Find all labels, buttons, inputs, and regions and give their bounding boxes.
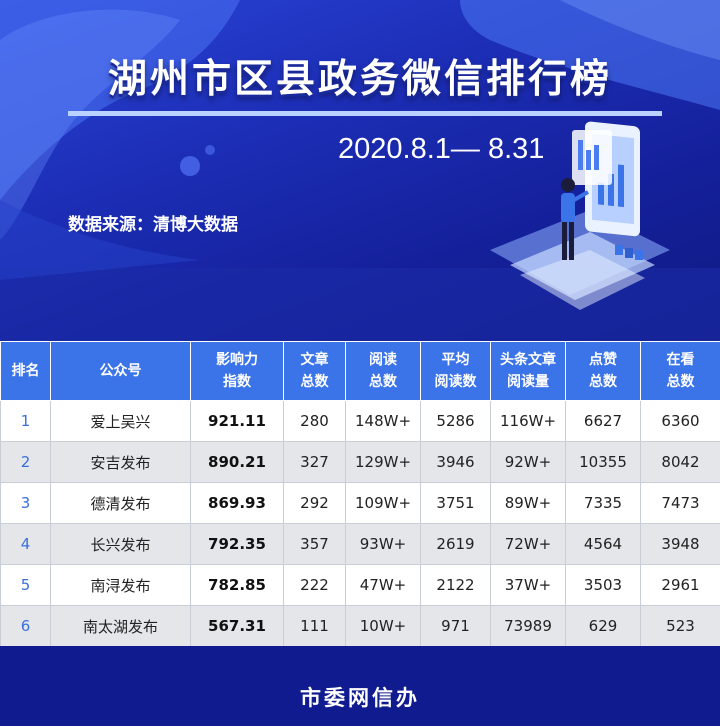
footer-org-name: 市委网信办 (300, 686, 420, 710)
cell-rank: 4 (0, 523, 51, 565)
cell-influence-index: 567.31 (190, 605, 284, 647)
page-title: 湖州市区县政务微信排行榜 (107, 57, 612, 102)
cell-rank: 3 (0, 482, 51, 524)
column-header-line: 点赞 (589, 352, 617, 368)
column-header-article-count: 文章 总数 (283, 341, 346, 401)
cell-like-count: 4564 (565, 523, 641, 565)
cell-account: 南太湖发布 (50, 605, 191, 647)
cell-like-count: 7335 (565, 482, 641, 524)
column-header-line: 文章 (300, 352, 329, 368)
cell-headline-read: 89W+ (490, 482, 566, 524)
column-header-line: 影响力 (216, 352, 258, 368)
ranking-table: 排名 公众号 影响力 指数 文章 总数 阅读 总数 平均 阅读数 头条文章 阅读量 点赞 总数 在看 总数 1… (0, 341, 720, 647)
column-header-line: 总数 (300, 374, 329, 390)
column-header-line: 阅读数 (434, 374, 477, 390)
cell-avg-read: 971 (420, 605, 491, 647)
cell-account: 德清发布 (50, 482, 191, 524)
header-banner: 湖州市区县政务微信排行榜 2020.8.1— 8.31 数据来源：清博大数据 (0, 0, 720, 341)
column-header-line: 在看 (666, 352, 695, 368)
cell-headline-read: 92W+ (490, 441, 566, 483)
table-header-row: 排名 公众号 影响力 指数 文章 总数 阅读 总数 平均 阅读数 头条文章 阅读量 点赞 总数 在看 总数 (0, 341, 720, 401)
column-header-rank: 排名 (0, 341, 51, 401)
cell-rank: 1 (0, 400, 51, 442)
data-source: 数据来源：清博大数据 (68, 215, 238, 235)
cell-watch-count: 7473 (640, 482, 720, 524)
cell-rank: 6 (0, 605, 51, 647)
cell-watch-count: 6360 (640, 400, 720, 442)
column-header-line: 排名 (11, 363, 40, 379)
cell-article-count: 357 (283, 523, 346, 565)
cell-read-count: 148W+ (345, 400, 421, 442)
cell-headline-read: 73989 (490, 605, 566, 647)
cell-avg-read: 3946 (420, 441, 491, 483)
cell-headline-read: 116W+ (490, 400, 566, 442)
cell-account: 南浔发布 (50, 564, 191, 606)
cell-avg-read: 2122 (420, 564, 491, 606)
column-header-line: 阅读量 (507, 374, 549, 390)
cell-article-count: 292 (283, 482, 346, 524)
column-header-line: 指数 (223, 374, 251, 390)
column-header-read-count: 阅读 总数 (345, 341, 421, 401)
cell-read-count: 129W+ (345, 441, 421, 483)
cell-influence-index: 890.21 (190, 441, 284, 483)
cell-read-count: 10W+ (345, 605, 421, 647)
cell-avg-read: 5286 (420, 400, 491, 442)
cell-read-count: 109W+ (345, 482, 421, 524)
column-header-line: 总数 (369, 374, 397, 390)
cell-like-count: 3503 (565, 564, 641, 606)
analytics-illustration (490, 121, 670, 310)
column-header-line: 总数 (589, 374, 617, 390)
cell-rank: 5 (0, 564, 51, 606)
column-header-line: 公众号 (99, 363, 142, 379)
cell-influence-index: 921.11 (190, 400, 284, 442)
table-row: 2 安吉发布 890.21 327 129W+ 3946 92W+ 10355 8042 (0, 441, 720, 483)
cell-watch-count: 8042 (640, 441, 720, 483)
cell-watch-count: 523 (640, 605, 720, 647)
column-header-line: 头条文章 (500, 352, 556, 368)
cell-article-count: 222 (283, 564, 346, 606)
cell-headline-read: 37W+ (490, 564, 566, 606)
column-header-headline-read: 头条文章 阅读量 (490, 341, 566, 401)
cell-headline-read: 72W+ (490, 523, 566, 565)
cell-avg-read: 2619 (420, 523, 491, 565)
cell-watch-count: 3948 (640, 523, 720, 565)
column-header-influence-index: 影响力 指数 (190, 341, 284, 401)
title-divider (68, 111, 662, 116)
cell-influence-index: 869.93 (190, 482, 284, 524)
cell-account: 长兴发布 (50, 523, 191, 565)
cell-like-count: 10355 (565, 441, 641, 483)
table-row: 3 德清发布 869.93 292 109W+ 3751 89W+ 7335 7473 (0, 482, 720, 524)
date-range: 2020.8.1— 8.31 (338, 133, 545, 165)
cell-influence-index: 792.35 (190, 523, 284, 565)
column-header-account: 公众号 (50, 341, 191, 401)
cell-account: 爱上吴兴 (50, 400, 191, 442)
column-header-line: 平均 (441, 352, 470, 368)
cell-read-count: 47W+ (345, 564, 421, 606)
table-row: 4 长兴发布 792.35 357 93W+ 2619 72W+ 4564 3948 (0, 523, 720, 565)
table-row: 6 南太湖发布 567.31 111 10W+ 971 73989 629 523 (0, 605, 720, 647)
cell-article-count: 327 (283, 441, 346, 483)
cell-rank: 2 (0, 441, 51, 483)
cell-influence-index: 782.85 (190, 564, 284, 606)
cell-article-count: 111 (283, 605, 346, 647)
table-row: 1 爱上吴兴 921.11 280 148W+ 5286 116W+ 6627 6360 (0, 400, 720, 442)
column-header-like-count: 点赞 总数 (565, 341, 641, 401)
cell-like-count: 629 (565, 605, 641, 647)
cell-read-count: 93W+ (345, 523, 421, 565)
cell-account: 安吉发布 (50, 441, 191, 483)
column-header-avg-read: 平均 阅读数 (420, 341, 491, 401)
column-header-line: 总数 (666, 374, 695, 390)
cell-watch-count: 2961 (640, 564, 720, 606)
footer-bar (0, 646, 720, 726)
table-row: 5 南浔发布 782.85 222 47W+ 2122 37W+ 3503 2961 (0, 564, 720, 606)
table-body: 1 爱上吴兴 921.11 280 148W+ 5286 116W+ 6627 6360 2 安吉发… (0, 400, 720, 647)
cell-article-count: 280 (283, 400, 346, 442)
cell-avg-read: 3751 (420, 482, 491, 524)
column-header-line: 阅读 (369, 352, 397, 368)
cell-like-count: 6627 (565, 400, 641, 442)
column-header-watch-count: 在看 总数 (640, 341, 720, 401)
